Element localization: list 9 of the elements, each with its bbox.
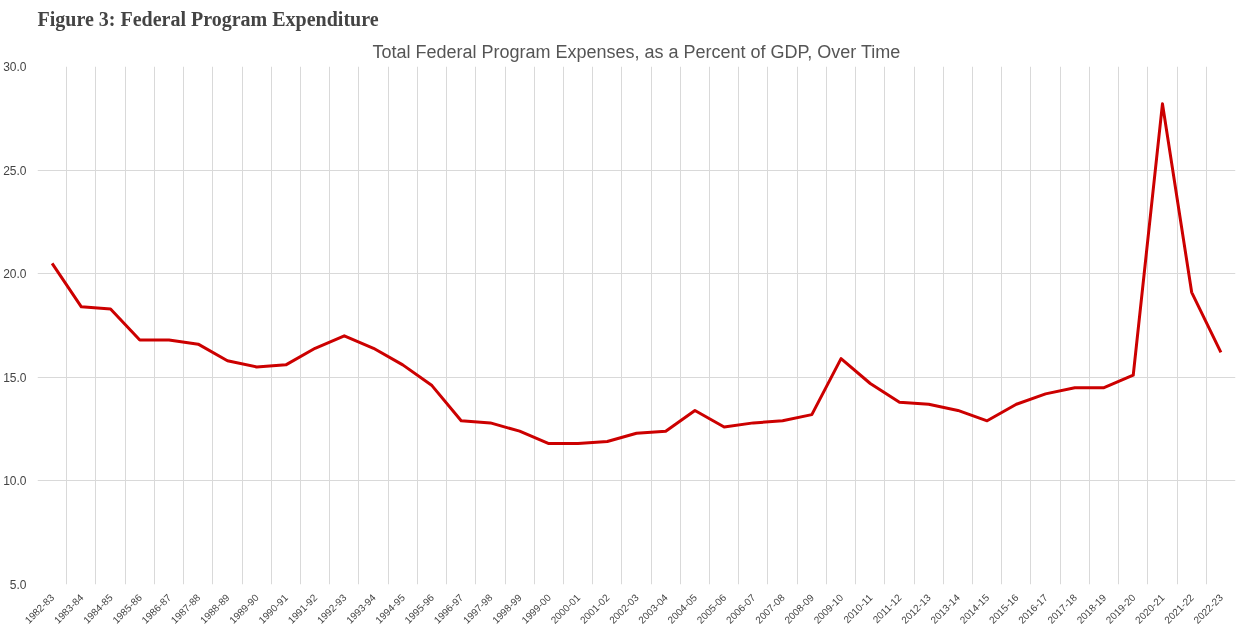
chart-title: Figure 3: Federal Program Expenditure [37,7,379,31]
y-tick-label: 20.0 [3,267,27,282]
y-tick-label: 10.0 [3,474,27,489]
chart-subtitle: Total Federal Program Expenses, as a Percent of GDP, Over Time [372,41,901,62]
y-tick-label: 25.0 [3,163,27,178]
y-tick-label: 5.0 [9,578,27,592]
y-tick-label: 30.0 [3,60,27,74]
line-series [50,102,1223,446]
y-tick-label: 15.0 [3,370,27,385]
